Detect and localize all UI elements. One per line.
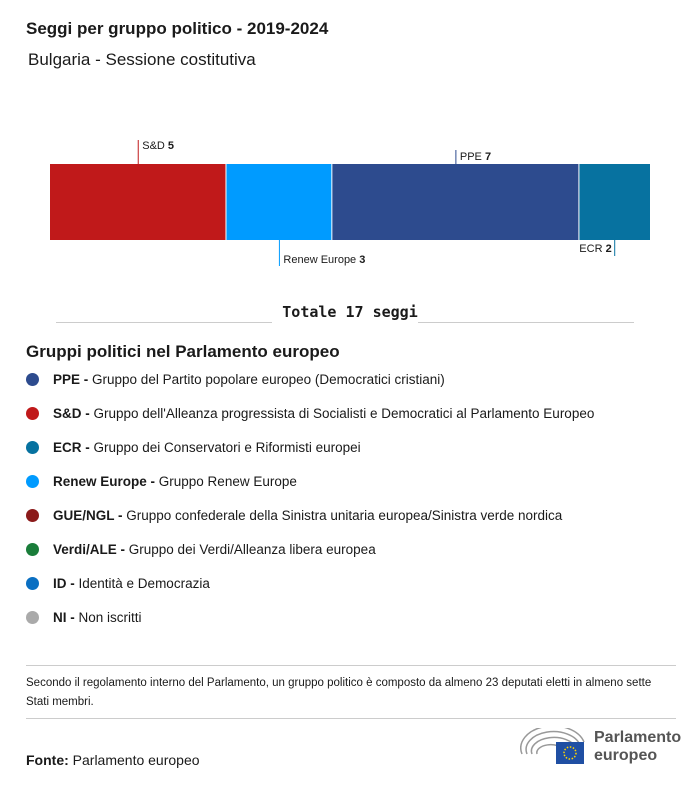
legend-item: S&D - Gruppo dell'Alleanza progressista … <box>26 406 594 421</box>
legend-desc: Gruppo Renew Europe <box>158 474 297 489</box>
legend-abbr: ECR - <box>53 440 90 455</box>
chart-subtitle: Bulgaria - Sessione costitutiva <box>28 50 256 69</box>
legend-dot-icon <box>26 441 39 454</box>
legend-item: PPE - Gruppo del Partito popolare europe… <box>26 372 445 387</box>
legend-item: ID - Identità e Democrazia <box>26 576 210 591</box>
divider <box>26 665 676 666</box>
legend-abbr: PPE - <box>53 372 89 387</box>
logo-line1: Parlamento <box>594 729 682 746</box>
divider <box>418 322 634 323</box>
source-value: Parlamento europeo <box>72 752 200 768</box>
bar-segment <box>579 164 650 240</box>
legend-abbr: GUE/NGL - <box>53 508 123 523</box>
source-label: Fonte: <box>26 752 69 768</box>
legend-item: NI - Non iscritti <box>26 610 142 625</box>
bar-segment <box>50 164 226 240</box>
legend-dot-icon <box>26 611 39 624</box>
legend-dot-icon <box>26 577 39 590</box>
data-label: Renew Europe 3 <box>283 254 365 266</box>
legend-abbr: Renew Europe - <box>53 474 156 489</box>
footnote: Secondo il regolamento interno del Parla… <box>26 677 652 708</box>
legend-item: Verdi/ALE - Gruppo dei Verdi/Alleanza li… <box>26 542 376 557</box>
bar-segment <box>226 164 332 240</box>
source: Fonte: Parlamento europeo <box>26 752 200 768</box>
legend-dot-icon <box>26 543 39 556</box>
legend-desc: Non iscritti <box>78 610 142 625</box>
divider <box>26 718 676 719</box>
legend-dot-icon <box>26 373 39 386</box>
legend-dot-icon <box>26 509 39 522</box>
legend-item: Renew Europe - Gruppo Renew Europe <box>26 474 297 489</box>
ep-logo: Parlamento europeo <box>520 728 681 766</box>
legend-abbr: S&D - <box>53 406 90 421</box>
hemicycle-logo-icon <box>520 728 585 764</box>
legend-abbr: ID - <box>53 576 75 591</box>
data-label: PPE 7 <box>460 151 491 163</box>
legend-dot-icon <box>26 407 39 420</box>
legend-item: GUE/NGL - Gruppo confederale della Sinis… <box>26 508 562 523</box>
divider <box>56 322 272 323</box>
legend-desc: Gruppo dei Verdi/Alleanza libera europea <box>128 542 376 557</box>
data-label: ECR 2 <box>579 243 611 255</box>
legend-abbr: NI - <box>53 610 75 625</box>
legend-desc: Gruppo del Partito popolare europeo (Dem… <box>92 372 445 387</box>
legend-abbr: Verdi/ALE - <box>53 542 126 557</box>
chart-title: Seggi per gruppo politico - 2019-2024 <box>26 19 329 38</box>
legend-desc: Gruppo dell'Alleanza progressista di Soc… <box>93 406 595 421</box>
data-label: S&D 5 <box>142 140 174 152</box>
legend-desc: Gruppo confederale della Sinistra unitar… <box>126 508 563 523</box>
legend-item: ECR - Gruppo dei Conservatori e Riformis… <box>26 440 361 455</box>
legend-dot-icon <box>26 475 39 488</box>
stacked-bar-chart: S&D 5 Renew Europe 3 PPE 7 ECR 2 <box>50 140 650 266</box>
logo-line2: europeo <box>594 747 658 764</box>
legend-desc: Identità e Democrazia <box>78 576 210 591</box>
bar-segment <box>332 164 579 240</box>
legend-desc: Gruppo dei Conservatori e Riformisti eur… <box>93 440 361 455</box>
legend-title: Gruppi politici nel Parlamento europeo <box>26 342 340 361</box>
total-seats: Totale 17 seggi <box>282 303 418 321</box>
